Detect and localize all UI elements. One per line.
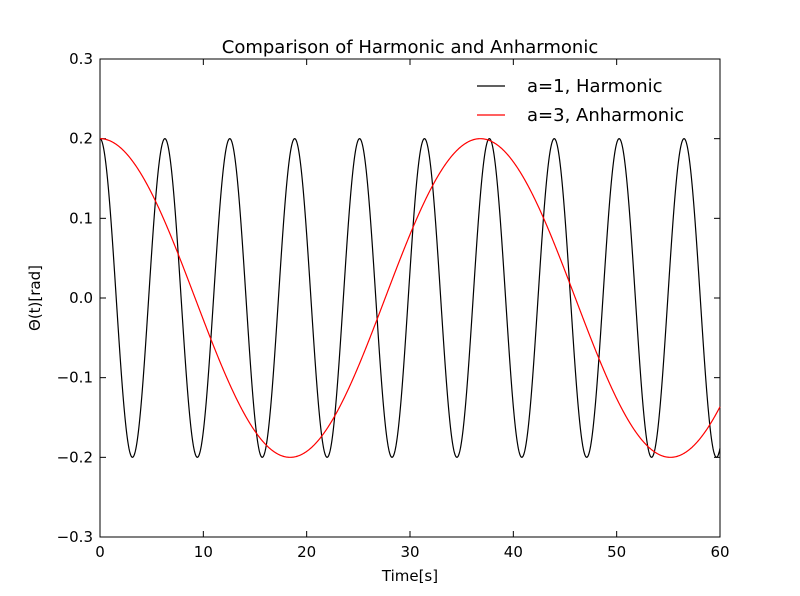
x-tick-label: 40 xyxy=(504,543,523,561)
y-axis-label: Θ(t)[rad] xyxy=(26,265,44,331)
chart-title: Comparison of Harmonic and Anharmonic xyxy=(222,37,598,58)
y-tick-label: 0.0 xyxy=(69,289,93,307)
series-line-0 xyxy=(99,138,721,458)
plot-area xyxy=(99,58,721,538)
axis-ticks: 0 10 20 30 40 50 60 −0.3 −0.2 −0.1 0.0 0.1 0.2 0.3 xyxy=(57,50,730,561)
x-tick-label: 50 xyxy=(607,543,626,561)
x-axis-label: Time[s] xyxy=(381,567,438,585)
y-tick-label: 0.2 xyxy=(69,130,93,148)
y-tick-label: −0.1 xyxy=(57,369,93,387)
y-tick-label: 0.1 xyxy=(69,209,93,227)
x-tick-label: 0 xyxy=(95,543,105,561)
legend-label: a=3, Anharmonic xyxy=(527,105,684,126)
x-tick-label: 60 xyxy=(710,543,729,561)
legend-label: a=1, Harmonic xyxy=(527,76,663,97)
y-tick-label: −0.2 xyxy=(57,448,93,466)
x-tick-label: 20 xyxy=(297,543,316,561)
y-tick-label: 0.3 xyxy=(69,50,93,68)
series-layer xyxy=(99,138,721,458)
y-tick-label: −0.3 xyxy=(57,528,93,546)
x-tick-label: 10 xyxy=(194,543,213,561)
series-line-1 xyxy=(100,138,721,458)
legend: a=1, Harmonic a=3, Anharmonic xyxy=(477,76,684,126)
x-tick-label: 30 xyxy=(400,543,419,561)
